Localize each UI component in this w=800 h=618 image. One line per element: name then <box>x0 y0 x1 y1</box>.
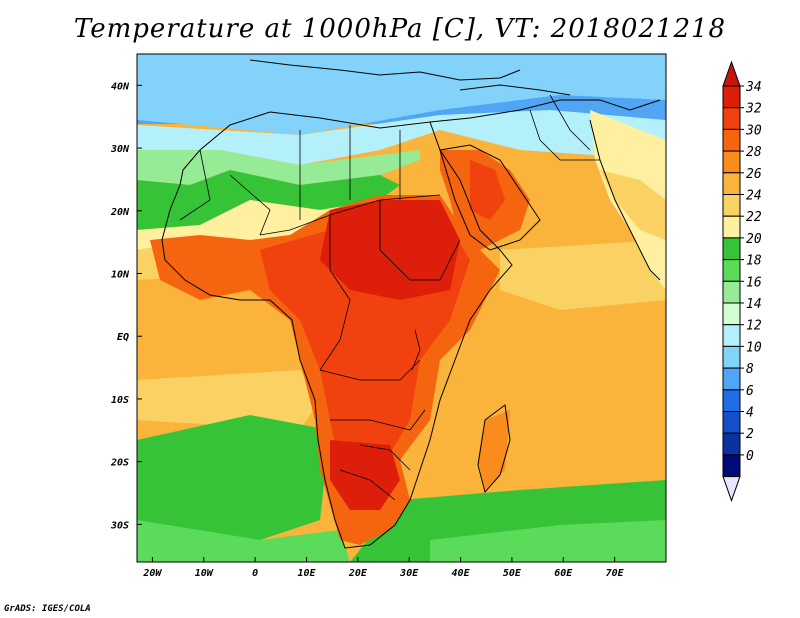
north-africa-cool-band <box>137 110 666 165</box>
colorbar-label: 24 <box>746 189 762 204</box>
colorbar-swatch <box>722 85 741 109</box>
lon-tick-label: 40E <box>452 568 471 579</box>
country-borders <box>179 94 600 501</box>
colorbar-label: 16 <box>746 275 762 290</box>
lon-tick-label: 70E <box>606 568 625 579</box>
colorbar-label: 4 <box>746 406 754 421</box>
sahel-green-band <box>137 170 400 230</box>
colorbar-swatch <box>722 128 741 152</box>
map-plot-area <box>137 54 666 562</box>
colorbar-label: 32 <box>745 102 762 117</box>
lat-tick-label: 20N <box>110 207 130 218</box>
lon-tick-label: 60E <box>554 568 573 579</box>
lat-tick-label: 30N <box>110 144 130 155</box>
lon-tick-label: 0 <box>252 568 258 579</box>
colorbar-label: 22 <box>746 210 762 225</box>
southern-ocean-mild <box>137 520 350 562</box>
colorbar-swatch <box>722 280 741 304</box>
colorbar-swatch <box>722 172 741 196</box>
lat-tick-label: EQ <box>117 332 129 343</box>
colorbar-swatch <box>722 389 741 412</box>
colorbar-label: 34 <box>745 80 762 95</box>
colorbar-label: 20 <box>746 232 762 247</box>
longitude-axis: 20W 10W 0 10E 20E 30E 40E 50E 60E 70E <box>142 557 625 579</box>
lat-tick-label: 30S <box>110 520 129 531</box>
colorbar-label: 0 <box>746 449 754 464</box>
south-atlantic-warm <box>137 370 320 430</box>
lon-tick-label: 10W <box>195 568 214 579</box>
latitude-axis: 40N 30N 20N 10N EQ 10S 20S 30S <box>110 81 142 531</box>
lon-tick-label: 10E <box>297 568 316 579</box>
lat-tick-label: 40N <box>111 81 130 92</box>
colorbar-label: 26 <box>746 167 762 182</box>
colorbar-label: 8 <box>746 362 754 377</box>
colorbar-swatch <box>722 259 741 282</box>
mediterranean-cool <box>137 54 666 135</box>
south-atlantic-green <box>137 415 330 540</box>
colorbar-label: 12 <box>746 319 762 334</box>
map-frame <box>136 53 667 563</box>
colorbar-swatch <box>722 432 741 456</box>
map-title: Temperature at 1000hPa [C], VT: 20180212… <box>73 14 727 44</box>
india-warm-field <box>600 170 666 240</box>
colorbar-label: 30 <box>745 123 762 138</box>
colorbar-label: 2 <box>746 427 754 442</box>
colorbar-label: 10 <box>746 340 762 355</box>
colorbar-label: 28 <box>746 145 762 160</box>
lon-tick-label: 50E <box>503 568 522 579</box>
sahara-mild-band <box>137 150 420 185</box>
coastline-outlines <box>161 59 661 549</box>
southern-indian-mild <box>430 520 666 562</box>
colorbar-swatch <box>722 194 741 217</box>
colorbar-swatch <box>722 324 741 347</box>
colorbar-swatch <box>722 454 741 478</box>
colorbar-top-arrow <box>722 60 741 87</box>
arabian-sea-band <box>500 240 666 310</box>
colorbar-swatch <box>722 150 741 174</box>
colorbar-label: 14 <box>746 297 762 312</box>
lat-tick-label: 10N <box>111 270 130 281</box>
colorbar-swatch <box>722 345 741 369</box>
colorbar-label: 6 <box>746 384 754 399</box>
colorbar-swatch <box>722 367 741 391</box>
colorbar-swatch <box>722 107 741 130</box>
lat-tick-label: 20S <box>110 458 129 469</box>
colorbar-swatch <box>722 215 741 239</box>
colorbar-swatch <box>722 237 741 261</box>
arabia-hot-core <box>470 160 505 220</box>
colorbar-label: 18 <box>746 254 762 269</box>
grads-footer: GrADS: IGES/COLA <box>4 604 91 614</box>
colorbar-swatch <box>722 302 741 326</box>
central-africa-hottest <box>320 200 460 300</box>
lat-tick-label: 10S <box>111 395 129 406</box>
colorbar-bottom-arrow <box>722 476 741 503</box>
lon-tick-label: 20E <box>348 568 368 579</box>
southern-africa-hottest <box>330 440 400 510</box>
lon-tick-label: 30E <box>399 568 419 579</box>
colorbar-swatch <box>722 411 741 434</box>
madagascar-field <box>478 410 510 490</box>
lon-tick-label: 20W <box>142 568 162 579</box>
